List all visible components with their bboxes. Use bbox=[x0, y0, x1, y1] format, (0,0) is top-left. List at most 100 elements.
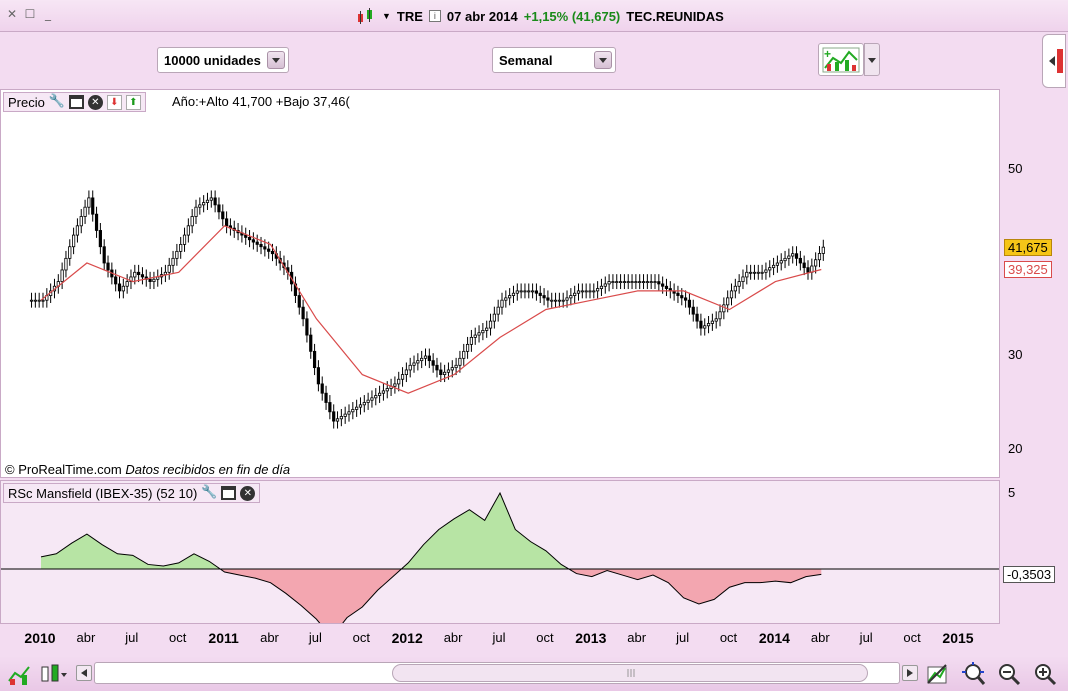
price-chart-panel[interactable]: Precio 🔧 ✕ ⬇ ⬆ Año:+Alto 41,700 +Bajo 37… bbox=[0, 89, 1000, 478]
arrow-down-icon[interactable]: ⬇ bbox=[106, 94, 122, 110]
time-axis: 2010 abr jul oct 2011 abr jul oct 2012 abr jul oct 2… bbox=[0, 626, 1000, 654]
period-select[interactable]: Semanal bbox=[492, 47, 616, 73]
scroll-right-button[interactable] bbox=[902, 665, 918, 681]
moving-average-badge: 39,325 bbox=[1004, 261, 1052, 278]
time-axis-label: jul bbox=[859, 630, 873, 645]
candle bbox=[641, 274, 646, 290]
candle-style-icon[interactable] bbox=[38, 661, 67, 687]
maximize-window-icon[interactable]: ☐ bbox=[24, 7, 36, 21]
price-panel-header: Precio 🔧 ✕ ⬇ ⬆ bbox=[3, 92, 146, 112]
candle bbox=[408, 357, 412, 378]
zoom-fit-icon[interactable] bbox=[960, 661, 986, 687]
candle bbox=[117, 276, 122, 299]
indicator-panel[interactable]: RSc Mansfield (IBEX-35) (52 10) 🔧 ✕ bbox=[0, 480, 1000, 624]
time-axis-label: jul bbox=[676, 630, 690, 645]
chart-type-icon[interactable] bbox=[6, 661, 32, 687]
candle bbox=[125, 274, 129, 294]
window-icon[interactable] bbox=[68, 95, 84, 109]
candle bbox=[596, 281, 600, 299]
scroll-thumb[interactable] bbox=[392, 664, 868, 682]
candle bbox=[324, 385, 328, 410]
indicator-dropdown[interactable] bbox=[864, 43, 880, 76]
minimize-window-icon[interactable]: _ bbox=[45, 7, 51, 21]
info-icon[interactable]: i bbox=[428, 10, 441, 22]
candle bbox=[783, 250, 787, 269]
chevron-down-icon[interactable] bbox=[594, 51, 612, 69]
candle bbox=[400, 367, 405, 387]
indicator-chart[interactable] bbox=[1, 481, 999, 623]
time-axis-label: oct bbox=[903, 630, 921, 645]
window-icon[interactable] bbox=[221, 486, 237, 500]
candle bbox=[508, 288, 512, 306]
candle bbox=[171, 250, 175, 273]
copyright-note: © ProRealTime.com Datos recibidos en fin… bbox=[5, 462, 290, 477]
candle bbox=[41, 292, 45, 308]
candle bbox=[477, 325, 481, 343]
candle bbox=[427, 348, 431, 369]
candle bbox=[481, 322, 485, 341]
candle bbox=[672, 283, 676, 301]
units-select[interactable]: 10000 unidades bbox=[157, 47, 289, 73]
scroll-left-button[interactable] bbox=[76, 665, 92, 681]
wrench-icon[interactable]: 🔧 bbox=[201, 485, 218, 500]
candle bbox=[198, 197, 202, 215]
chevron-down-icon[interactable]: ▼ bbox=[382, 11, 391, 21]
arrow-up-icon[interactable]: ⬆ bbox=[125, 94, 141, 110]
add-indicator-button[interactable]: + bbox=[818, 43, 864, 76]
candle bbox=[374, 388, 378, 406]
side-panel-toggle[interactable] bbox=[1042, 34, 1066, 88]
candle bbox=[745, 264, 749, 285]
candle bbox=[202, 195, 206, 213]
zoom-out-icon[interactable] bbox=[996, 661, 1022, 687]
time-axis-label: abr bbox=[627, 630, 647, 645]
bottom-toolbar bbox=[0, 656, 1068, 691]
candle bbox=[462, 343, 466, 366]
time-axis-label: abr bbox=[260, 630, 279, 645]
time-axis-label: 2015 bbox=[942, 630, 974, 646]
candle bbox=[56, 274, 60, 294]
candle bbox=[603, 276, 607, 294]
candle bbox=[527, 283, 531, 299]
candle bbox=[622, 274, 627, 290]
price-chart[interactable] bbox=[1, 90, 999, 477]
candle bbox=[167, 257, 171, 280]
candle bbox=[465, 336, 470, 359]
chevron-down-icon[interactable] bbox=[267, 51, 285, 69]
draw-tools-icon[interactable] bbox=[924, 661, 950, 687]
time-axis-label: abr bbox=[443, 630, 463, 645]
candle bbox=[718, 304, 722, 327]
zoom-in-icon[interactable] bbox=[1032, 661, 1058, 687]
candle bbox=[557, 292, 561, 308]
instrument-name: TEC.REUNIDAS bbox=[626, 8, 724, 24]
candle bbox=[469, 329, 474, 352]
candle bbox=[706, 316, 711, 334]
candle bbox=[615, 274, 619, 290]
candle bbox=[213, 190, 217, 213]
close-icon[interactable]: ✕ bbox=[240, 485, 256, 501]
candle bbox=[802, 255, 806, 276]
indicator-line bbox=[40, 491, 822, 623]
candle bbox=[454, 357, 458, 376]
candle bbox=[691, 299, 695, 322]
candle bbox=[186, 218, 190, 243]
candle bbox=[244, 227, 248, 245]
candle bbox=[83, 199, 87, 224]
time-axis-label: 2013 bbox=[575, 630, 607, 646]
candle bbox=[653, 274, 657, 290]
candle bbox=[511, 285, 516, 303]
price-axis-tick: 20 bbox=[1008, 441, 1023, 456]
candle bbox=[756, 264, 760, 280]
year-high-low-note: Año:+Alto 41,700 +Bajo 37,46( bbox=[172, 94, 350, 109]
candle bbox=[224, 211, 229, 234]
candle bbox=[588, 283, 592, 299]
close-window-icon[interactable]: ✕ bbox=[6, 7, 18, 21]
candle bbox=[550, 292, 554, 308]
candle bbox=[473, 327, 477, 345]
candle bbox=[343, 406, 347, 424]
candle bbox=[205, 192, 210, 210]
candlestick-icon[interactable] bbox=[356, 8, 376, 24]
wrench-icon[interactable]: 🔧 bbox=[48, 94, 66, 109]
arrow-right-icon bbox=[907, 669, 913, 677]
candle bbox=[817, 246, 822, 268]
close-icon[interactable]: ✕ bbox=[87, 94, 103, 110]
